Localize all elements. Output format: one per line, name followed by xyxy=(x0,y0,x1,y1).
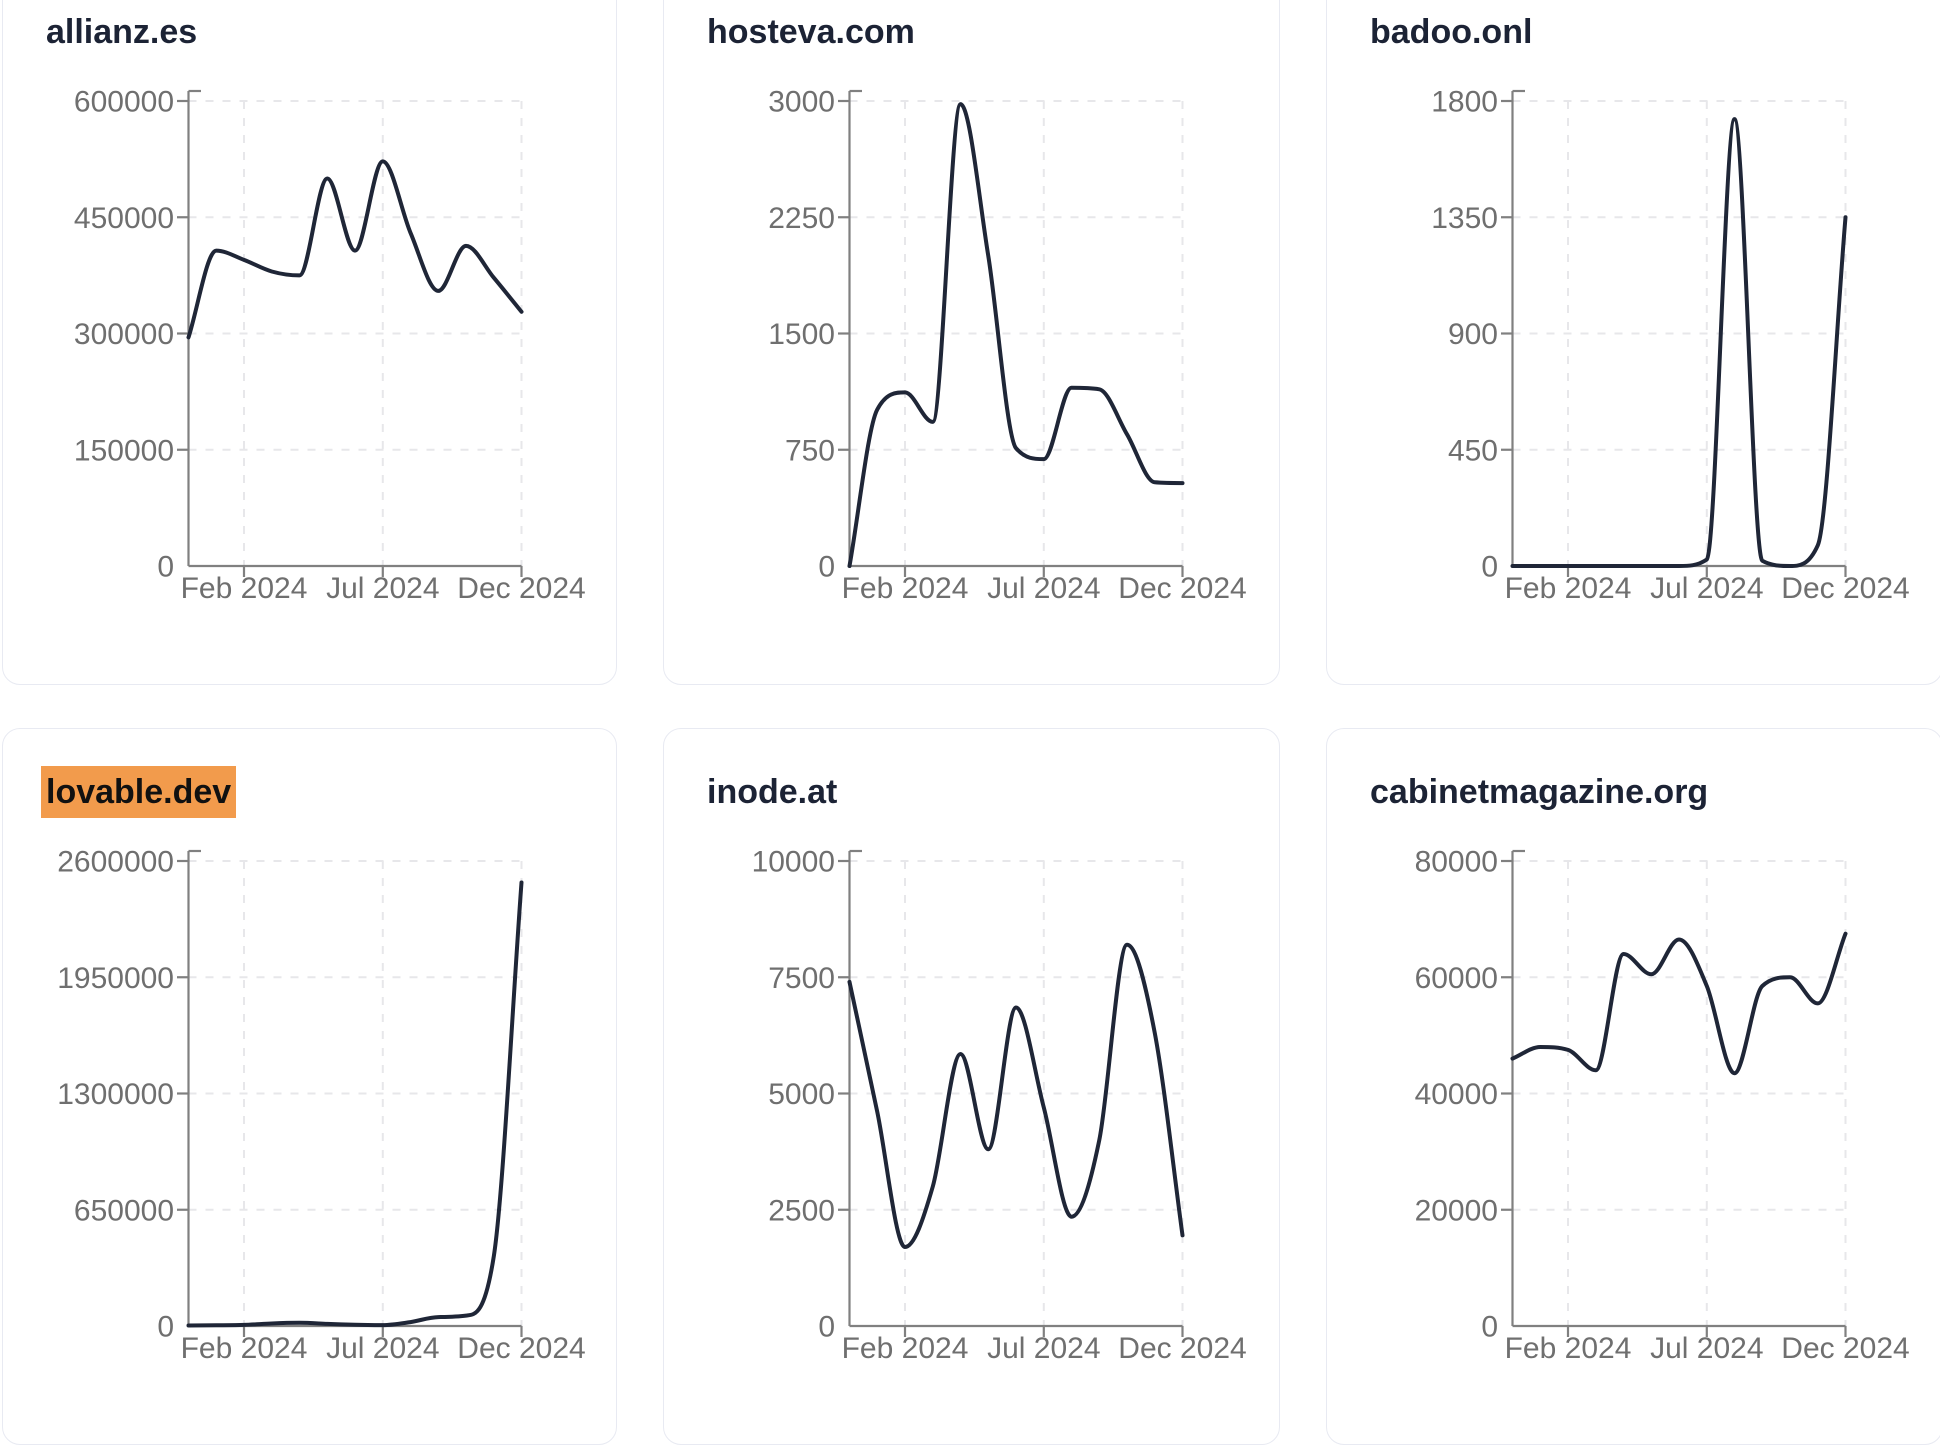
chart-title-text: lovable.dev xyxy=(41,766,237,818)
chart-title: inode.at xyxy=(707,773,837,812)
domain-chart-card[interactable]: allianz.es 0 150000 300000 450000 600000 Feb … xyxy=(2,0,617,685)
x-tick-label: Jul 2024 xyxy=(326,1332,439,1365)
y-tick-label: 1500 xyxy=(768,318,835,351)
x-tick-label: Jul 2024 xyxy=(326,572,439,605)
domain-chart-card[interactable]: cabinetmagazine.org 0 20000 40000 60000 8000… xyxy=(1326,728,1940,1445)
x-tick-label: Feb 2024 xyxy=(1505,572,1632,605)
chart-title: lovable.dev xyxy=(41,766,237,818)
y-tick-label: 0 xyxy=(818,551,835,584)
y-tick-label: 0 xyxy=(1481,1311,1498,1344)
trend-line-chart[interactable]: 0 450 900 1350 1800 Feb 2024 Jul 2024 Dec 2024 xyxy=(1327,0,1940,683)
x-tick-label: Jul 2024 xyxy=(1650,572,1763,605)
series-line xyxy=(847,942,1185,1249)
x-tick-label: Feb 2024 xyxy=(842,572,969,605)
y-tick-label: 300000 xyxy=(74,318,174,351)
domain-chart-card[interactable]: inode.at 0 2500 5000 7500 10000 Feb 2024 Jul 2… xyxy=(663,728,1280,1445)
x-tick-label: Dec 2024 xyxy=(1118,1332,1246,1365)
chart-title: allianz.es xyxy=(46,13,197,52)
y-tick-label: 0 xyxy=(1481,551,1498,584)
y-tick-label: 1300000 xyxy=(57,1078,174,1111)
series-line xyxy=(186,159,524,340)
y-tick-label: 650000 xyxy=(74,1194,174,1227)
y-tick-label: 1950000 xyxy=(57,962,174,995)
y-tick-label: 10000 xyxy=(752,846,835,879)
domain-chart-card[interactable]: lovable.dev 0 650000 1300000 1950000 2600000… xyxy=(2,728,617,1445)
chart-title-text: cabinetmagazine.org xyxy=(1370,773,1709,811)
y-tick-label: 2250 xyxy=(768,202,835,235)
trend-line-chart[interactable]: 0 650000 1300000 1950000 2600000 Feb 2024 Jul … xyxy=(3,729,618,1443)
chart-title-text: allianz.es xyxy=(46,13,198,51)
y-tick-label: 900 xyxy=(1448,318,1498,351)
y-tick-label: 1800 xyxy=(1431,86,1498,119)
series-line xyxy=(1510,117,1848,569)
chart-title-text: inode.at xyxy=(707,773,838,811)
x-tick-label: Feb 2024 xyxy=(1505,1332,1632,1365)
chart-title: badoo.onl xyxy=(1370,13,1532,52)
x-tick-label: Feb 2024 xyxy=(181,572,308,605)
y-tick-label: 5000 xyxy=(768,1078,835,1111)
y-tick-label: 0 xyxy=(157,551,174,584)
chart-title: cabinetmagazine.org xyxy=(1370,773,1708,812)
x-tick-label: Jul 2024 xyxy=(987,1332,1100,1365)
y-tick-label: 2500 xyxy=(768,1194,835,1227)
chart-title-text: hosteva.com xyxy=(707,13,915,51)
chart-title: hosteva.com xyxy=(707,13,915,52)
trend-line-chart[interactable]: 0 20000 40000 60000 80000 Feb 2024 Jul 2024 Dec… xyxy=(1327,729,1940,1443)
x-tick-label: Dec 2024 xyxy=(457,1332,585,1365)
chart-title-text: badoo.onl xyxy=(1370,13,1533,51)
y-tick-label: 80000 xyxy=(1415,846,1498,879)
y-tick-label: 450 xyxy=(1448,434,1498,467)
y-tick-label: 40000 xyxy=(1415,1078,1498,1111)
y-tick-label: 0 xyxy=(818,1311,835,1344)
trend-line-chart[interactable]: 0 150000 300000 450000 600000 Feb 2024 Jul 202… xyxy=(3,0,618,683)
y-tick-label: 2600000 xyxy=(57,846,174,879)
y-tick-label: 0 xyxy=(157,1311,174,1344)
x-tick-label: Dec 2024 xyxy=(1781,572,1909,605)
x-tick-label: Jul 2024 xyxy=(1650,1332,1763,1365)
x-tick-label: Feb 2024 xyxy=(842,1332,969,1365)
y-tick-label: 7500 xyxy=(768,962,835,995)
domain-chart-card[interactable]: hosteva.com 0 750 1500 2250 3000 Feb 2024 Jul … xyxy=(663,0,1280,685)
domain-chart-card[interactable]: badoo.onl 0 450 900 1350 1800 Feb 2024 Jul 202… xyxy=(1326,0,1940,685)
y-tick-label: 750 xyxy=(785,434,835,467)
series-line xyxy=(186,880,524,1328)
series-line xyxy=(1510,931,1848,1076)
y-tick-label: 60000 xyxy=(1415,962,1498,995)
y-tick-label: 150000 xyxy=(74,434,174,467)
x-tick-label: Dec 2024 xyxy=(457,572,585,605)
x-tick-label: Jul 2024 xyxy=(987,572,1100,605)
trend-line-chart[interactable]: 0 2500 5000 7500 10000 Feb 2024 Jul 2024 Dec 20… xyxy=(664,729,1279,1443)
y-tick-label: 450000 xyxy=(74,202,174,235)
y-tick-label: 600000 xyxy=(74,86,174,119)
x-tick-label: Dec 2024 xyxy=(1781,1332,1909,1365)
trend-line-chart[interactable]: 0 750 1500 2250 3000 Feb 2024 Jul 2024 Dec 2024 xyxy=(664,0,1279,683)
x-tick-label: Dec 2024 xyxy=(1118,572,1246,605)
y-tick-label: 3000 xyxy=(768,86,835,119)
y-tick-label: 20000 xyxy=(1415,1194,1498,1227)
x-tick-label: Feb 2024 xyxy=(181,1332,308,1365)
y-tick-label: 1350 xyxy=(1431,202,1498,235)
series-line xyxy=(847,102,1185,568)
